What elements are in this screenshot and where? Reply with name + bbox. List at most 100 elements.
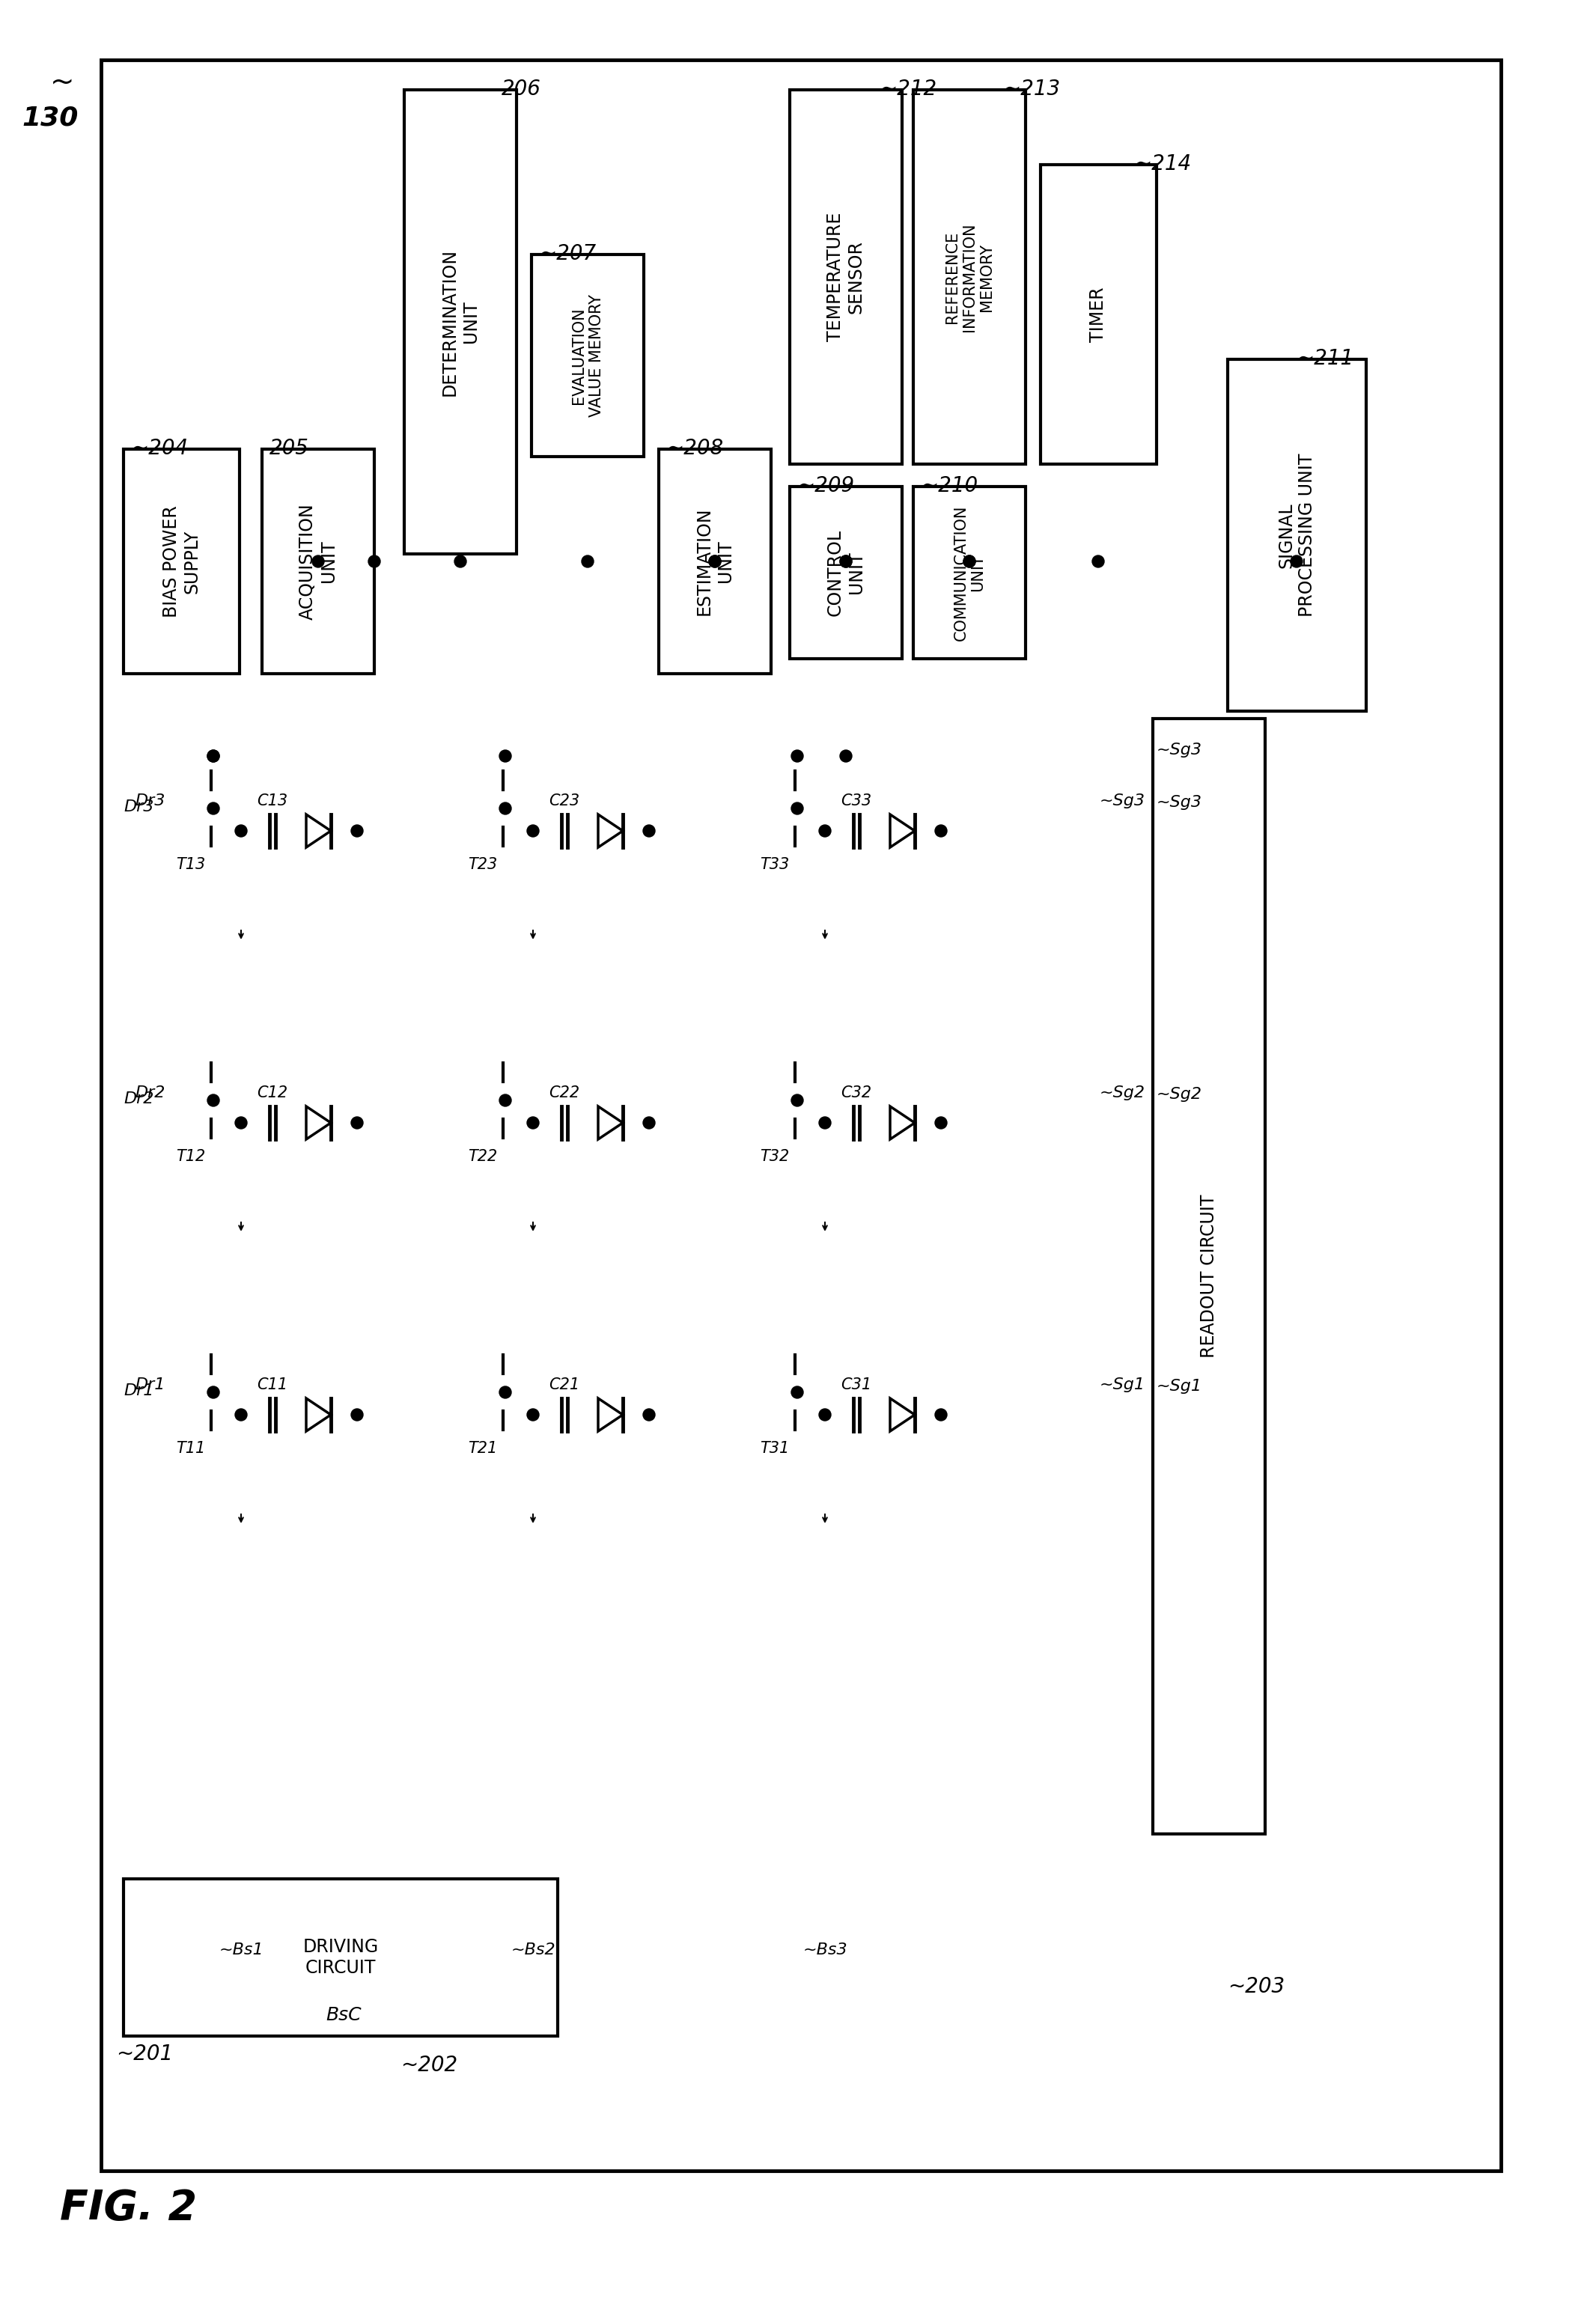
- Text: ~202: ~202: [401, 2055, 458, 2076]
- Circle shape: [709, 557, 721, 568]
- Circle shape: [235, 826, 247, 837]
- Circle shape: [935, 1408, 946, 1422]
- Circle shape: [527, 1118, 539, 1129]
- Text: DRIVING
CIRCUIT: DRIVING CIRCUIT: [303, 1939, 378, 1976]
- Text: ACQUISITION
UNIT: ACQUISITION UNIT: [298, 503, 337, 619]
- Text: ~Sg2: ~Sg2: [1157, 1088, 1202, 1102]
- Circle shape: [207, 749, 219, 763]
- Circle shape: [207, 749, 219, 763]
- Text: T21: T21: [468, 1440, 498, 1456]
- Bar: [531, 255, 643, 457]
- Text: ~212: ~212: [879, 79, 937, 100]
- Text: ~Sg3: ~Sg3: [1157, 795, 1202, 809]
- Circle shape: [207, 1095, 219, 1106]
- Circle shape: [235, 1118, 247, 1129]
- Circle shape: [369, 557, 380, 568]
- Bar: [913, 90, 1026, 464]
- Circle shape: [792, 802, 803, 814]
- Text: ~209: ~209: [798, 475, 854, 496]
- Bar: [101, 60, 1500, 2171]
- Text: 206: 206: [501, 79, 541, 100]
- Circle shape: [643, 1408, 654, 1422]
- Circle shape: [792, 1387, 803, 1398]
- Text: T12: T12: [176, 1148, 206, 1164]
- Circle shape: [351, 826, 362, 837]
- Bar: [109, 703, 1216, 2022]
- Text: 130: 130: [22, 104, 78, 130]
- Bar: [659, 450, 771, 675]
- Text: ~Sg1: ~Sg1: [1157, 1380, 1202, 1394]
- Circle shape: [455, 557, 466, 568]
- Circle shape: [839, 557, 852, 568]
- Circle shape: [964, 557, 975, 568]
- Text: C23: C23: [549, 793, 579, 809]
- Circle shape: [527, 826, 539, 837]
- Text: C31: C31: [841, 1377, 871, 1391]
- Text: C21: C21: [549, 1377, 579, 1391]
- Circle shape: [819, 1118, 832, 1129]
- Circle shape: [935, 1118, 946, 1129]
- Circle shape: [527, 1408, 539, 1422]
- Text: ~Bs2: ~Bs2: [511, 1943, 555, 1957]
- Text: Dr1: Dr1: [123, 1384, 153, 1398]
- Text: SIGNAL
PROCESSING UNIT: SIGNAL PROCESSING UNIT: [1277, 455, 1317, 617]
- Text: C12: C12: [257, 1085, 287, 1099]
- Text: FIG. 2: FIG. 2: [61, 2189, 196, 2229]
- Text: ~: ~: [49, 67, 75, 97]
- Bar: [913, 487, 1026, 659]
- Circle shape: [351, 1118, 362, 1129]
- Bar: [1152, 719, 1266, 1834]
- Text: ~210: ~210: [921, 475, 978, 496]
- Bar: [790, 90, 902, 464]
- Circle shape: [1291, 557, 1302, 568]
- Circle shape: [643, 1118, 654, 1129]
- Text: T22: T22: [468, 1148, 498, 1164]
- Circle shape: [207, 1387, 219, 1398]
- Circle shape: [643, 826, 654, 837]
- Text: ~Sg2: ~Sg2: [1100, 1085, 1146, 1099]
- Circle shape: [235, 1408, 247, 1422]
- Text: Dr2: Dr2: [123, 1092, 153, 1106]
- Circle shape: [792, 1095, 803, 1106]
- Bar: [123, 1878, 557, 2036]
- Circle shape: [819, 826, 832, 837]
- Text: ~Bs3: ~Bs3: [803, 1943, 847, 1957]
- Text: DETERMINATION
UNIT: DETERMINATION UNIT: [440, 248, 480, 397]
- Text: C32: C32: [841, 1085, 871, 1099]
- Text: Dr2: Dr2: [134, 1085, 164, 1099]
- Circle shape: [500, 749, 511, 763]
- Text: ESTIMATION
UNIT: ESTIMATION UNIT: [696, 508, 734, 615]
- Text: BsC: BsC: [326, 2006, 361, 2024]
- Text: Dr3: Dr3: [123, 800, 153, 814]
- Text: BIAS POWER
SUPPLY: BIAS POWER SUPPLY: [163, 506, 201, 617]
- Circle shape: [792, 749, 803, 763]
- Circle shape: [709, 557, 721, 568]
- Text: READOUT CIRCUIT: READOUT CIRCUIT: [1200, 1194, 1218, 1359]
- Text: T23: T23: [468, 858, 498, 872]
- Bar: [123, 450, 239, 675]
- Text: TEMPERATURE
SENSOR: TEMPERATURE SENSOR: [827, 213, 865, 341]
- Circle shape: [500, 802, 511, 814]
- Bar: [262, 450, 375, 675]
- Text: Dr1: Dr1: [134, 1377, 164, 1391]
- Circle shape: [839, 557, 852, 568]
- Bar: [404, 90, 517, 554]
- Circle shape: [313, 557, 324, 568]
- Text: ~208: ~208: [666, 438, 723, 459]
- Text: REFERENCE
INFORMATION
MEMORY: REFERENCE INFORMATION MEMORY: [945, 223, 994, 332]
- Text: ~Sg3: ~Sg3: [1157, 742, 1202, 758]
- Text: T33: T33: [760, 858, 790, 872]
- Text: C22: C22: [549, 1085, 579, 1099]
- Text: ~204: ~204: [131, 438, 188, 459]
- Circle shape: [581, 557, 594, 568]
- Text: T13: T13: [176, 858, 206, 872]
- Text: ~207: ~207: [539, 243, 595, 264]
- Text: ~201: ~201: [117, 2043, 172, 2064]
- Text: ~211: ~211: [1296, 348, 1353, 369]
- Circle shape: [839, 749, 852, 763]
- Text: ~Sg1: ~Sg1: [1100, 1377, 1146, 1391]
- Bar: [1041, 165, 1157, 464]
- Text: ~Bs1: ~Bs1: [219, 1943, 263, 1957]
- Text: COMMUNICATION
UNIT: COMMUNICATION UNIT: [953, 506, 986, 640]
- Circle shape: [351, 1408, 362, 1422]
